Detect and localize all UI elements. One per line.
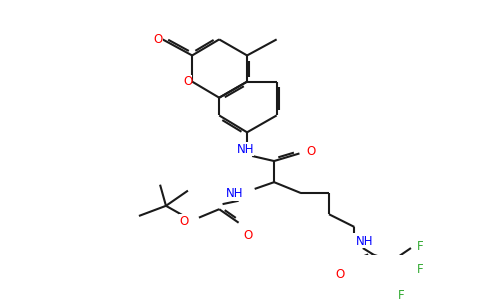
Text: NH: NH — [226, 188, 243, 200]
Text: O: O — [180, 214, 189, 227]
Text: NH: NH — [237, 143, 254, 156]
Text: O: O — [153, 33, 163, 46]
Text: F: F — [397, 289, 404, 300]
Text: F: F — [417, 263, 424, 276]
Text: O: O — [243, 229, 253, 242]
Text: O: O — [336, 268, 345, 281]
Text: NH: NH — [356, 235, 374, 248]
Text: F: F — [417, 240, 424, 253]
Text: O: O — [183, 75, 192, 88]
Text: O: O — [306, 145, 316, 158]
